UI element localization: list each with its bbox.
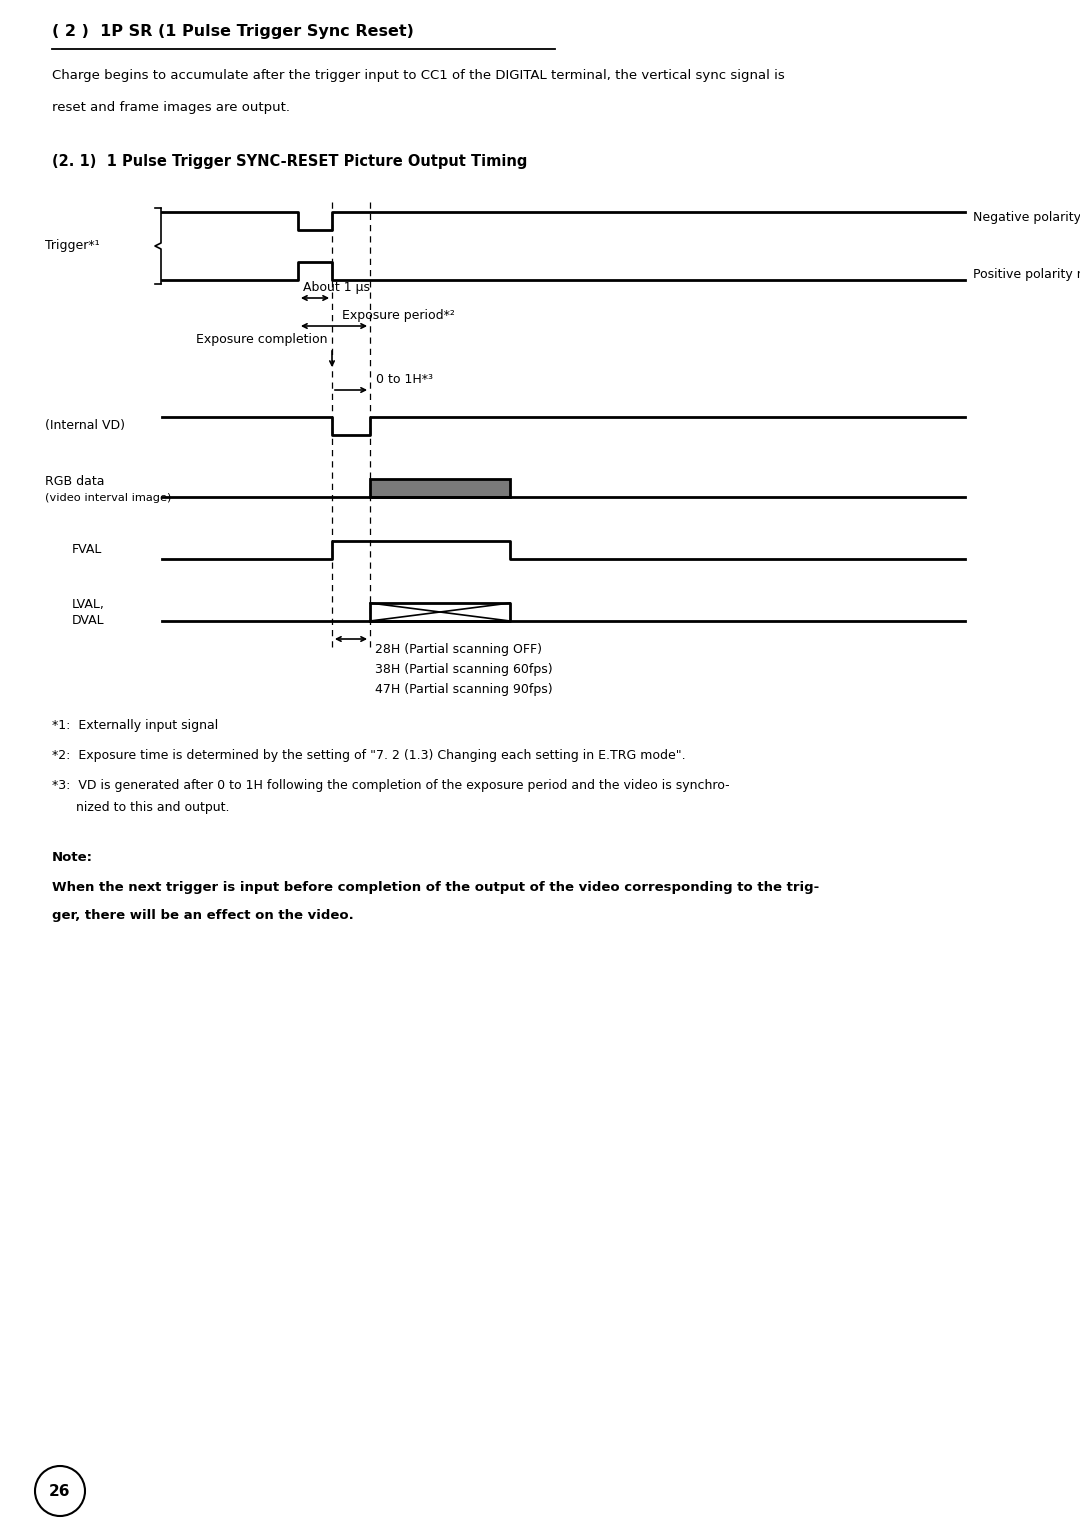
Text: Exposure completion: Exposure completion [195,333,327,346]
Text: *1:  Externally input signal: *1: Externally input signal [52,719,218,732]
Text: (Internal VD): (Internal VD) [45,419,125,433]
Text: 47H (Partial scanning 90fps): 47H (Partial scanning 90fps) [375,683,553,696]
Text: 38H (Partial scanning 60fps): 38H (Partial scanning 60fps) [375,664,553,676]
Text: 26: 26 [50,1483,71,1498]
Text: Exposure period*²: Exposure period*² [342,309,455,323]
Text: Charge begins to accumulate after the trigger input to CC1 of the DIGITAL termin: Charge begins to accumulate after the tr… [52,69,785,83]
Bar [370,479,510,497]
Text: LVAL,: LVAL, [72,598,105,612]
Text: *2:  Exposure time is determined by the setting of "7. 2 (1.3) Changing each set: *2: Exposure time is determined by the s… [52,749,686,761]
Text: Trigger*¹: Trigger*¹ [45,240,99,252]
Text: 0 to 1H*³: 0 to 1H*³ [376,373,433,385]
Text: 28H (Partial scanning OFF): 28H (Partial scanning OFF) [375,644,542,656]
Text: reset and frame images are output.: reset and frame images are output. [52,101,291,115]
Text: nized to this and output.: nized to this and output. [52,801,229,813]
Text: When the next trigger is input before completion of the output of the video corr: When the next trigger is input before co… [52,881,820,894]
Text: (video interval image): (video interval image) [45,492,172,503]
Text: RGB data: RGB data [45,476,105,488]
Text: (2. 1)  1 Pulse Trigger SYNC-RESET Picture Output Timing: (2. 1) 1 Pulse Trigger SYNC-RESET Pictur… [52,154,527,170]
Text: Negative polarity mode: Negative polarity mode [973,211,1080,223]
Text: About 1 μs: About 1 μs [303,281,370,294]
Text: Positive polarity mode: Positive polarity mode [973,269,1080,281]
Text: Note:: Note: [52,852,93,864]
Text: ( 2 )  1P SR (1 Pulse Trigger Sync Reset): ( 2 ) 1P SR (1 Pulse Trigger Sync Reset) [52,24,414,40]
Circle shape [35,1466,85,1515]
Text: ger, there will be an effect on the video.: ger, there will be an effect on the vide… [52,910,354,922]
Text: DVAL: DVAL [72,615,105,627]
Text: *3:  VD is generated after 0 to 1H following the completion of the exposure peri: *3: VD is generated after 0 to 1H follow… [52,778,730,792]
Text: FVAL: FVAL [72,543,103,557]
